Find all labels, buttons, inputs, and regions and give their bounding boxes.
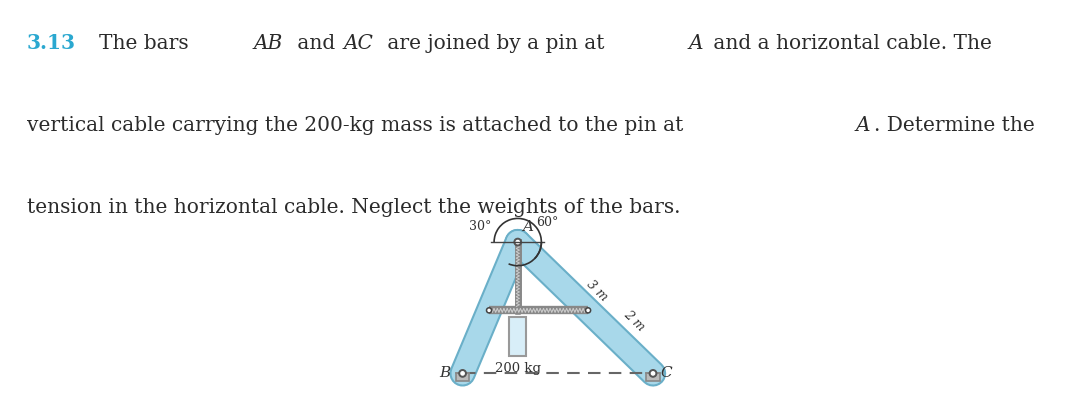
- Text: 2 m: 2 m: [620, 308, 646, 334]
- Text: 60°: 60°: [536, 216, 559, 229]
- Text: AB: AB: [254, 34, 283, 53]
- Text: 3.13: 3.13: [27, 33, 76, 53]
- Circle shape: [516, 240, 519, 244]
- Circle shape: [652, 372, 655, 375]
- Text: C: C: [661, 366, 672, 381]
- Bar: [456, 374, 469, 381]
- Circle shape: [459, 370, 466, 377]
- Bar: [509, 317, 527, 356]
- Circle shape: [487, 308, 492, 313]
- Text: 200 kg: 200 kg: [495, 361, 541, 375]
- Text: A: A: [688, 34, 702, 53]
- Text: and a horizontal cable. The: and a horizontal cable. The: [707, 34, 992, 53]
- Circle shape: [650, 370, 657, 377]
- Circle shape: [586, 308, 590, 313]
- Text: B: B: [439, 366, 451, 381]
- Text: . Determine the: . Determine the: [874, 116, 1035, 134]
- Text: A: A: [856, 116, 870, 134]
- Text: are joined by a pin at: are joined by a pin at: [381, 34, 611, 53]
- Text: and: and: [291, 34, 342, 53]
- Circle shape: [514, 238, 521, 246]
- Text: The bars: The bars: [99, 34, 195, 53]
- Text: 3 m: 3 m: [584, 278, 610, 304]
- Bar: [646, 374, 659, 381]
- Circle shape: [488, 309, 490, 311]
- Text: AC: AC: [343, 34, 373, 53]
- Circle shape: [461, 372, 464, 375]
- Text: 30°: 30°: [469, 220, 492, 234]
- Text: A: A: [521, 220, 533, 234]
- Text: vertical cable carrying the 200-kg mass is attached to the pin at: vertical cable carrying the 200-kg mass …: [27, 116, 689, 134]
- Circle shape: [587, 309, 589, 311]
- Text: tension in the horizontal cable. Neglect the weights of the bars.: tension in the horizontal cable. Neglect…: [27, 198, 681, 217]
